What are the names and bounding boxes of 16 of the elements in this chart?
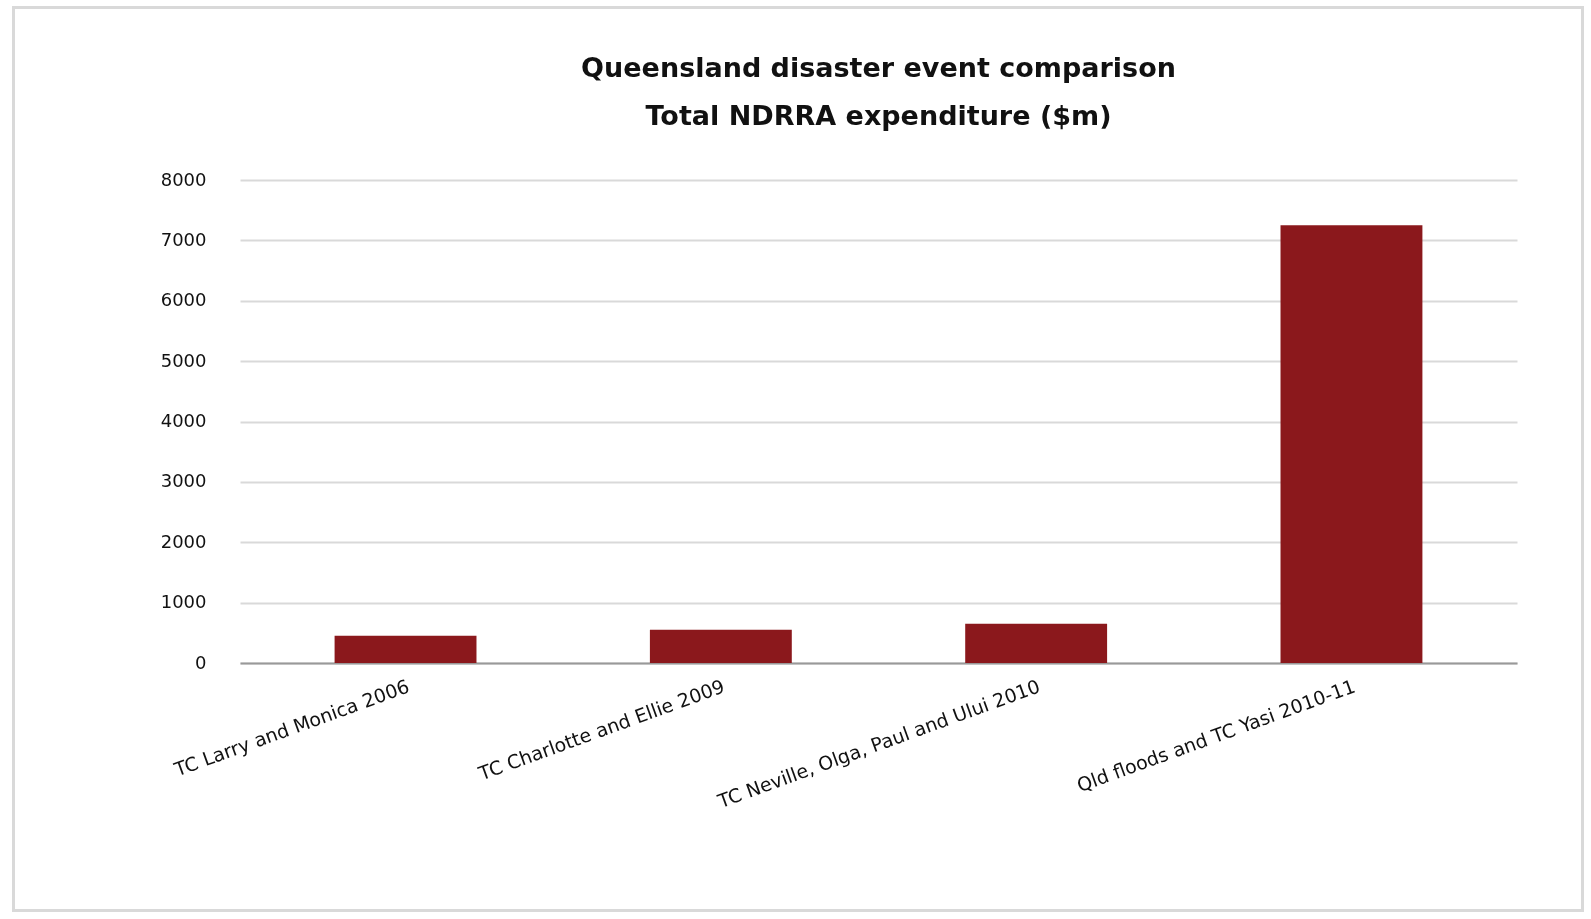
y-tick-label: 8000: [160, 168, 207, 190]
text: Total NDRRA expenditure ($m): [645, 100, 1112, 131]
y-tick-label: 4000: [160, 410, 207, 431]
y-tick-label: 3000: [160, 470, 207, 492]
y-tick-label: 2000: [160, 530, 207, 552]
bar: [1280, 225, 1423, 663]
y-tick-label: 7000: [160, 228, 207, 250]
y-tick-label: 5000: [160, 349, 207, 371]
y-tick-label: 1000: [160, 591, 207, 613]
y-tick-label: 6000: [160, 289, 207, 311]
bar: [334, 635, 477, 663]
bar: [649, 629, 792, 663]
bar: [965, 623, 1108, 663]
y-tick-label: 0: [195, 651, 207, 673]
x-tick-label: TC Larry and Monica 2006: [170, 674, 413, 781]
text: Queensland disaster event comparison: [581, 52, 1176, 83]
